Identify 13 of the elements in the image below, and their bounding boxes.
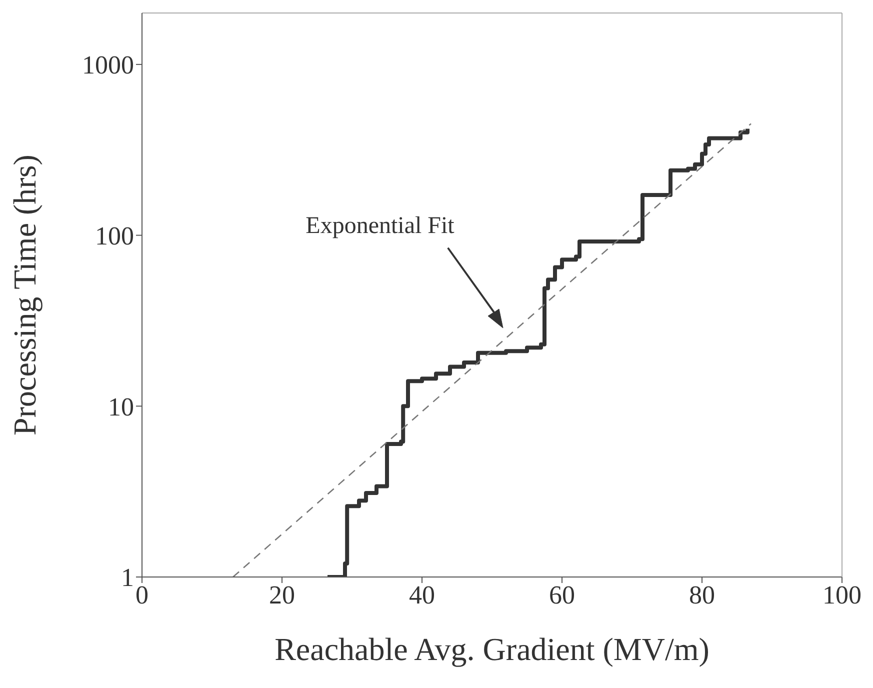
x-axis-title: Reachable Avg. Gradient (MV/m)	[274, 631, 710, 667]
y-tick-label: 1	[121, 563, 134, 592]
x-tick-label: 0	[136, 580, 148, 610]
annotation: Exponential Fit	[306, 213, 455, 239]
x-tick-label: 100	[822, 580, 862, 610]
y-axis-title: Processing Time (hrs)	[6, 154, 42, 436]
y-tick-label: 10	[108, 392, 134, 422]
y-tick-label: 100	[95, 222, 134, 251]
x-tick-label: 60	[549, 580, 575, 610]
x-tick-label: 40	[409, 580, 435, 610]
y-tick-label: 1000	[82, 50, 134, 80]
x-tick-label: 20	[269, 580, 295, 610]
x-tick-label: 80	[689, 580, 715, 610]
